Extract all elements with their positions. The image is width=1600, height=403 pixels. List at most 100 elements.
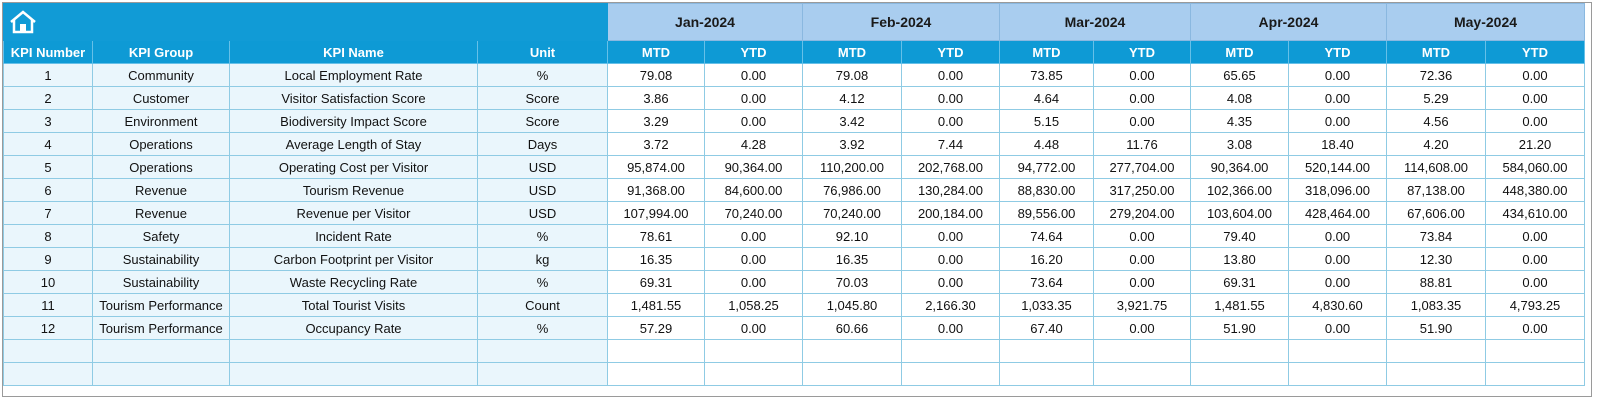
cell: 200,184.00 (901, 201, 1000, 225)
cell: 0.00 (1485, 247, 1585, 271)
cell: 4,830.60 (1288, 293, 1387, 317)
table-row: 2 Customer Visitor Satisfaction Score Score… (3, 86, 1585, 110)
table-row: 12 Tourism Performance Occupancy Rate% 57.2… (3, 316, 1585, 340)
cell: USD (477, 201, 608, 225)
home-icon[interactable] (8, 9, 38, 35)
cell: Environment (92, 109, 230, 133)
cell: 21.20 (1485, 132, 1585, 156)
cell: 87,138.00 (1386, 178, 1486, 202)
cell: 72.36 (1386, 63, 1486, 87)
cell: 0.00 (1485, 316, 1585, 340)
cell: 51.90 (1190, 316, 1289, 340)
column-header: KPI Name (229, 40, 478, 64)
cell: 13.80 (1190, 247, 1289, 271)
cell: 4.48 (999, 132, 1094, 156)
cell: 60.66 (802, 316, 902, 340)
cell: 67.40 (999, 316, 1094, 340)
cell: 0.00 (1485, 86, 1585, 110)
empty-cell (1386, 362, 1486, 386)
cell: 69.31 (607, 270, 705, 294)
cell: Safety (92, 224, 230, 248)
empty-cell (999, 362, 1094, 386)
cell: 5 (3, 155, 93, 179)
cell: % (477, 224, 608, 248)
month-header: May-2024 (1386, 3, 1585, 41)
empty-cell (1093, 339, 1191, 363)
cell: 0.00 (1093, 109, 1191, 133)
empty-cell (229, 362, 478, 386)
cell: 70,240.00 (802, 201, 902, 225)
cell: 3.08 (1190, 132, 1289, 156)
cell: 0.00 (901, 224, 1000, 248)
cell: Revenue per Visitor (229, 201, 478, 225)
cell: Incident Rate (229, 224, 478, 248)
cell: 277,704.00 (1093, 155, 1191, 179)
table-row: 3 Environment Biodiversity Impact Score Sco… (3, 109, 1585, 133)
cell: 12.30 (1386, 247, 1486, 271)
cell: Count (477, 293, 608, 317)
cell: 11 (3, 293, 93, 317)
cell: 0.00 (901, 247, 1000, 271)
empty-cell (802, 339, 902, 363)
table-row: 11 Tourism Performance Total Tourist Visit… (3, 293, 1585, 317)
month-header: Feb-2024 (802, 3, 1000, 41)
cell: 584,060.00 (1485, 155, 1585, 179)
cell: 88.81 (1386, 270, 1486, 294)
empty-cell (1190, 362, 1289, 386)
cell: 317,250.00 (1093, 178, 1191, 202)
cell: 70.03 (802, 270, 902, 294)
cell: Occupancy Rate (229, 316, 478, 340)
cell: 76,986.00 (802, 178, 902, 202)
cell: 107,994.00 (607, 201, 705, 225)
empty-cell (1485, 339, 1585, 363)
empty-cell (607, 362, 705, 386)
empty-cell (802, 362, 902, 386)
month-header: Jan-2024 (607, 3, 803, 41)
cell: 91,368.00 (607, 178, 705, 202)
cell: 3.92 (802, 132, 902, 156)
cell: 130,284.00 (901, 178, 1000, 202)
empty-cell (704, 339, 803, 363)
cell: 0.00 (1093, 86, 1191, 110)
cell: 79.40 (1190, 224, 1289, 248)
cell: 0.00 (1288, 270, 1387, 294)
cell: 84,600.00 (704, 178, 803, 202)
cell: 0.00 (901, 316, 1000, 340)
empty-cell (477, 339, 608, 363)
cell: Revenue (92, 201, 230, 225)
cell: 4 (3, 132, 93, 156)
cell: 73.85 (999, 63, 1094, 87)
sub-header: YTD (1093, 40, 1191, 64)
cell: 0.00 (1288, 247, 1387, 271)
cell: 202,768.00 (901, 155, 1000, 179)
cell: 0.00 (704, 224, 803, 248)
empty-cell (1093, 362, 1191, 386)
cell: 448,380.00 (1485, 178, 1585, 202)
cell: 0.00 (1485, 224, 1585, 248)
cell: 69.31 (1190, 270, 1289, 294)
table-row: 8 Safety Incident Rate% 78.61 0.00 92.10 0.00 7… (3, 224, 1585, 248)
cell: Customer (92, 86, 230, 110)
cell: 318,096.00 (1288, 178, 1387, 202)
cell: 89,556.00 (999, 201, 1094, 225)
cell: 0.00 (1288, 86, 1387, 110)
cell: 1,481.55 (607, 293, 705, 317)
cell: 0.00 (1288, 109, 1387, 133)
cell: Carbon Footprint per Visitor (229, 247, 478, 271)
cell: Sustainability (92, 247, 230, 271)
table-row: 9 Sustainability Carbon Footprint per Visi… (3, 247, 1585, 271)
cell: 4.20 (1386, 132, 1486, 156)
cell: 70,240.00 (704, 201, 803, 225)
month-header: Apr-2024 (1190, 3, 1387, 41)
cell: 1,033.35 (999, 293, 1094, 317)
cell: 0.00 (1485, 63, 1585, 87)
cell: 4.08 (1190, 86, 1289, 110)
cell: 0.00 (1093, 270, 1191, 294)
cell: 3.29 (607, 109, 705, 133)
table-row: 6 Revenue Tourism Revenue USD 91,368.00 84,60… (3, 178, 1585, 202)
cell: 12 (3, 316, 93, 340)
cell: Operating Cost per Visitor (229, 155, 478, 179)
cell: Waste Recycling Rate (229, 270, 478, 294)
cell: Community (92, 63, 230, 87)
cell: 102,366.00 (1190, 178, 1289, 202)
